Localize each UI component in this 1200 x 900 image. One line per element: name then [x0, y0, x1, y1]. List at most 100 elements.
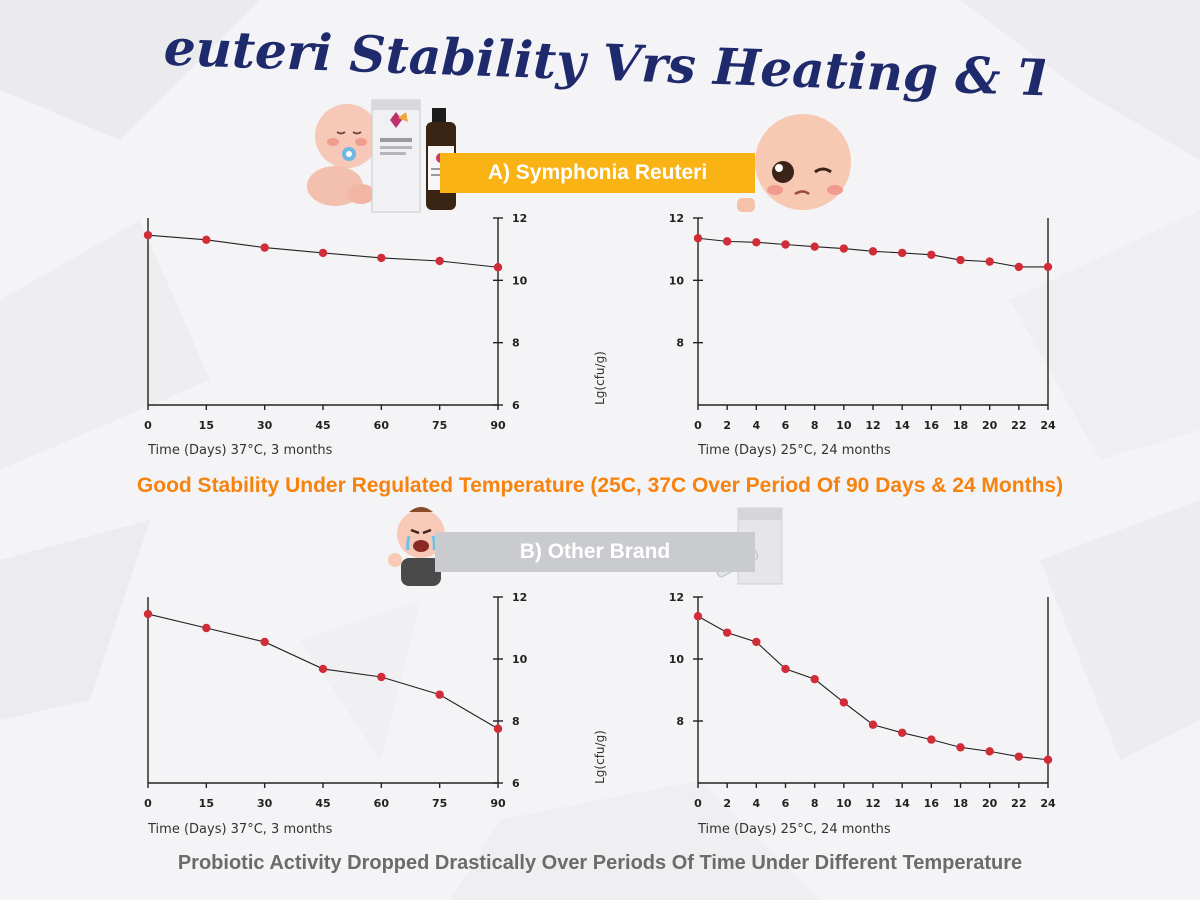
chart-4-x-tick-label: 4 [753, 797, 761, 810]
chart-2-data-point [927, 250, 936, 259]
chart-4-x-tick-label: 24 [1040, 797, 1056, 810]
chart-1-x-tick-label: 60 [374, 419, 390, 432]
chart-4-x-tick-label: 14 [895, 797, 911, 810]
chart-1-y-tick-label: 12 [512, 212, 527, 225]
chart-3-data-point [318, 664, 328, 674]
chart-4-data-point [722, 628, 732, 637]
chart-1-x-tick-label: 30 [257, 419, 273, 432]
chart-2-x-axis-label: Time (Days) 25°C, 24 months [697, 443, 891, 458]
page-title-graphic: L. Reuteri Stability Vrs Heating & Time [165, 18, 1045, 111]
chart-2-data-point [956, 255, 965, 265]
chart-2-x-tick-label: 16 [924, 419, 940, 432]
chart-2-x-tick-label: 14 [895, 419, 911, 432]
chart-3-y-tick-label: 10 [512, 653, 528, 666]
chart-2-data-point [897, 248, 907, 258]
chart-3-x-tick-label: 30 [257, 797, 273, 810]
chart-3-y-tick-label: 6 [512, 777, 520, 790]
chart-1-data-point [493, 263, 503, 272]
chart-4-x-tick-label: 2 [723, 797, 731, 810]
chart-1-data-point [435, 256, 444, 266]
chart-4-x-axis-label: Time (Days) 25°C, 24 months [697, 822, 891, 837]
chart-4-data-point [956, 743, 965, 752]
chart-3-y-tick-label: 12 [512, 591, 527, 604]
chart-1-x-tick-label: 90 [490, 419, 506, 432]
chart-4-data-point [1043, 755, 1053, 764]
chart-4-y-axis-label: Lg(cfu/g) [593, 730, 607, 784]
chart-3-x-tick-label: 0 [144, 797, 152, 810]
chart-2-x-tick-label: 8 [811, 419, 819, 432]
chart-2-data-point [1043, 262, 1053, 272]
chart-3-data-point [377, 672, 386, 682]
chart-1-x-tick-label: 45 [315, 419, 330, 432]
chart-4-x-tick-label: 12 [865, 797, 880, 810]
chart-2-data-point [1014, 262, 1024, 272]
chart-4-data-point [810, 674, 819, 684]
chart-4-data-point [868, 720, 878, 729]
chart-4-y-tick-label: 8 [676, 715, 684, 728]
chart-3-x-tick-label: 90 [490, 797, 506, 810]
chart-4-data-point [985, 747, 994, 756]
baby-winking-icon [737, 114, 851, 212]
caption-good-stability: Good Stability Under Regulated Temperatu… [136, 474, 1064, 497]
chart-4-y-tick-label: 12 [669, 591, 684, 604]
chart-2-y-axis-label: Lg(cfu/g) [593, 351, 607, 405]
chart-4-data-point [897, 728, 907, 737]
chart-3-x-axis-label: Time (Days) 37°C, 3 months [147, 822, 333, 837]
baby-crying-icon [388, 507, 454, 586]
chart-3-x-tick-label: 60 [374, 797, 390, 810]
caption-activity-dropped: Probiotic Activity Dropped Drastically O… [177, 852, 1023, 874]
chart-2-x-tick-label: 24 [1040, 419, 1056, 432]
chart-2-data-point [781, 240, 790, 249]
chart-2-x-tick-label: 0 [694, 419, 702, 432]
chart-2-data-point [810, 242, 819, 251]
chart-4-x-tick-label: 6 [782, 797, 790, 810]
chart-3-data-point [260, 637, 269, 647]
chart-2-x-tick-label: 20 [982, 419, 998, 432]
banner-symphonia-reuteri: A) Symphonia Reuteri [440, 153, 755, 193]
chart-3-data-point [202, 623, 211, 633]
chart-4-data-point [1014, 752, 1024, 761]
chart-3-x-tick-label: 45 [315, 797, 330, 810]
chart-4-data-point [927, 735, 936, 744]
chart-4-data-point [693, 612, 703, 621]
chart-4-x-tick-label: 22 [1011, 797, 1026, 810]
chart-4-x-tick-label: 0 [694, 797, 702, 810]
chart-2-data-point [839, 244, 849, 253]
chart-4-data-point [839, 698, 849, 707]
chart-4-data-point [752, 637, 761, 647]
chart-1-y-tick-label: 10 [512, 274, 528, 287]
chart-4-x-tick-label: 16 [924, 797, 940, 810]
chart-1-data-point [318, 248, 328, 258]
chart-1-data-point [377, 253, 386, 263]
chart-3-data-point [435, 690, 444, 699]
chart-2-x-tick-label: 22 [1011, 419, 1026, 432]
chart-2-x-tick-label: 2 [723, 419, 731, 432]
chart-3-x-tick-label: 15 [199, 797, 214, 810]
chart-4-x-tick-label: 8 [811, 797, 819, 810]
chart-2-data-point [693, 234, 703, 243]
chart-4-series-line [697, 615, 1049, 761]
chart-2-x-tick-label: 10 [836, 419, 852, 432]
chart-1-y-tick-label: 6 [512, 399, 520, 412]
banner-other-brand: B) Other Brand [435, 532, 755, 572]
chart-2-x-tick-label: 12 [865, 419, 880, 432]
chart-2-x-tick-label: 18 [953, 419, 968, 432]
chart-4-x-tick-label: 10 [836, 797, 852, 810]
chart-1-data-point [260, 243, 269, 252]
chart-1-data-point [202, 235, 211, 245]
chart-1-x-tick-label: 0 [144, 419, 152, 432]
baby-sleeping-icon [307, 104, 379, 206]
chart-1-x-tick-label: 15 [199, 419, 214, 432]
chart-2-y-tick-label: 12 [669, 212, 684, 225]
chart-1-x-axis-label: Time (Days) 37°C, 3 months [147, 443, 333, 458]
chart-2-y-tick-label: 10 [669, 274, 685, 287]
chart-1-data-point [143, 230, 153, 240]
chart-3-data-point [493, 724, 503, 733]
chart-4-x-tick-label: 18 [953, 797, 968, 810]
chart-2-x-tick-label: 6 [782, 419, 790, 432]
chart-4-x-tick-label: 20 [982, 797, 998, 810]
chart-1-y-tick-label: 8 [512, 337, 520, 350]
chart-4-y-tick-label: 10 [669, 653, 685, 666]
